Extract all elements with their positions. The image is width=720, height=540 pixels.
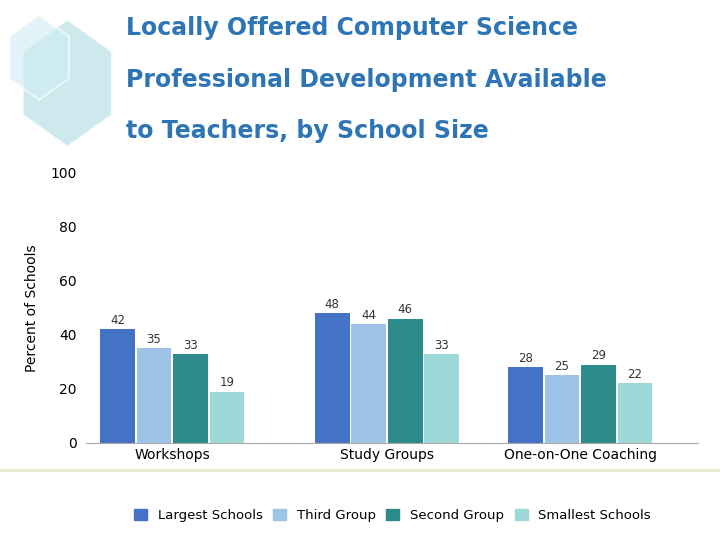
Bar	[315, 313, 350, 443]
Text: to Teachers, by School Size: to Teachers, by School Size	[126, 119, 489, 143]
Bar	[425, 354, 459, 443]
Text: Professional Development Available: Professional Development Available	[126, 68, 607, 91]
Bar	[388, 319, 423, 443]
Bar	[351, 324, 386, 443]
Bar	[618, 383, 652, 443]
Text: 25: 25	[554, 360, 570, 373]
Bar	[174, 354, 208, 443]
Text: 19: 19	[220, 376, 235, 389]
Y-axis label: Percent of Schools: Percent of Schools	[25, 244, 39, 372]
Text: 35: 35	[147, 333, 161, 346]
Text: 22: 22	[628, 368, 642, 381]
Bar	[210, 392, 244, 443]
Bar	[508, 367, 543, 443]
Text: 33: 33	[434, 339, 449, 352]
Text: 44: 44	[361, 309, 377, 322]
Bar	[137, 348, 171, 443]
Bar	[581, 364, 616, 443]
Bar	[545, 375, 580, 443]
Text: 33: 33	[183, 339, 198, 352]
Text: 48: 48	[325, 298, 340, 311]
Text: 28: 28	[518, 352, 533, 365]
Text: 29: 29	[591, 349, 606, 362]
Bar	[100, 329, 135, 443]
Legend: Largest Schools, Third Group, Second Group, Smallest Schools: Largest Schools, Third Group, Second Gro…	[129, 503, 656, 528]
Text: 42: 42	[110, 314, 125, 327]
Text: 46: 46	[397, 303, 413, 316]
Text: Locally Offered Computer Science: Locally Offered Computer Science	[126, 16, 578, 40]
